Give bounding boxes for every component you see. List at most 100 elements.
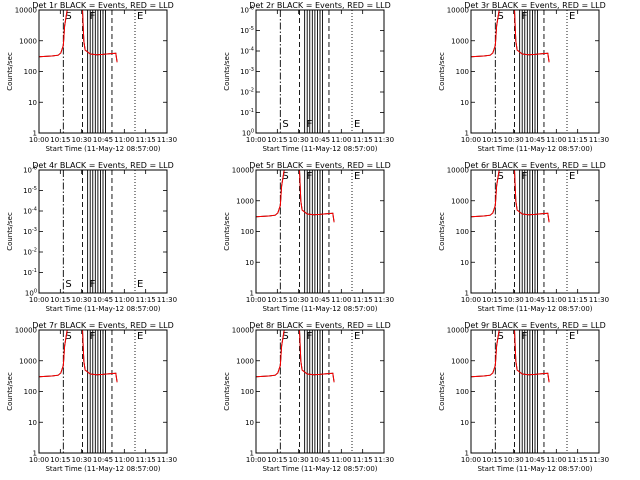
y-tick-label: 10-2 xyxy=(240,88,254,97)
series-lld xyxy=(39,330,118,383)
marker-label: S xyxy=(282,119,288,130)
x-tick-label: 10:45 xyxy=(525,456,545,464)
x-tick-label: 10:45 xyxy=(525,136,545,144)
panel-title: Det 7r BLACK = Events, RED = LLD xyxy=(32,321,174,330)
y-tick-label: 100 xyxy=(24,388,37,396)
marker-label: F xyxy=(307,119,313,130)
marker-label: E xyxy=(354,119,360,130)
x-tick-label: 10:30 xyxy=(72,136,92,144)
x-tick-label: 10:45 xyxy=(93,456,113,464)
x-tick-label: 11:15 xyxy=(353,296,373,304)
detector-panel: Det 4r BLACK = Events, RED = LLD S F E 10:00… xyxy=(6,161,177,313)
marker-label: F xyxy=(307,171,313,182)
detector-panel: Det 2r BLACK = Events, RED = LLD S F E 10:00… xyxy=(223,1,394,153)
y-tick-label: 1 xyxy=(33,130,37,138)
x-tick-label: 10:15 xyxy=(267,456,287,464)
y-tick-label: 10 xyxy=(245,259,254,267)
marker-label: F xyxy=(90,11,96,22)
marker-label: E xyxy=(137,279,143,290)
y-tick-label: 10-1 xyxy=(23,268,37,277)
y-tick-label: 10 xyxy=(460,259,469,267)
x-tick-label: 11:00 xyxy=(546,456,566,464)
y-axis-label: Counts/sec xyxy=(223,212,231,251)
x-tick-label: 10:00 xyxy=(461,296,481,304)
x-tick-label: 10:15 xyxy=(50,296,70,304)
x-tick-label: 10:15 xyxy=(267,136,287,144)
x-axis-label: Start Time (11-May-12 08:57:00) xyxy=(262,145,377,153)
y-tick-label: 1 xyxy=(250,450,254,458)
x-tick-label: 11:30 xyxy=(157,456,177,464)
y-tick-label: 10 xyxy=(460,419,469,427)
x-tick-label: 11:30 xyxy=(157,296,177,304)
y-axis-label: Counts/sec xyxy=(438,52,446,91)
x-tick-label: 10:15 xyxy=(50,456,70,464)
y-axis-label: Counts/sec xyxy=(6,52,14,91)
panel-title: Det 4r BLACK = Events, RED = LLD xyxy=(32,161,174,170)
x-tick-label: 10:00 xyxy=(29,296,49,304)
x-tick-label: 11:15 xyxy=(353,456,373,464)
x-tick-label: 11:15 xyxy=(136,456,156,464)
y-tick-label: 10-6 xyxy=(240,6,254,15)
x-axis-label: Start Time (11-May-12 08:57:00) xyxy=(45,305,160,313)
marker-label: E xyxy=(137,331,143,342)
x-tick-label: 10:30 xyxy=(72,456,92,464)
y-tick-label: 1 xyxy=(465,450,469,458)
marker-label: S xyxy=(497,171,503,182)
x-axis-label: Start Time (11-May-12 08:57:00) xyxy=(477,465,592,473)
y-axis-label: Counts/sec xyxy=(438,212,446,251)
x-tick-label: 10:45 xyxy=(310,456,330,464)
y-tick-label: 10-4 xyxy=(240,47,254,56)
x-tick-label: 10:45 xyxy=(310,296,330,304)
marker-label: F xyxy=(522,11,528,22)
marker-label: S xyxy=(497,331,503,342)
y-tick-label: 10 xyxy=(28,419,37,427)
marker-label: S xyxy=(65,331,71,342)
x-axis-label: Start Time (11-May-12 08:57:00) xyxy=(262,465,377,473)
x-tick-label: 10:15 xyxy=(50,136,70,144)
x-tick-label: 11:00 xyxy=(114,296,134,304)
y-tick-label: 100 xyxy=(456,68,469,76)
marker-label: E xyxy=(569,331,575,342)
x-tick-label: 10:00 xyxy=(246,296,266,304)
y-tick-label: 10000 xyxy=(15,7,37,15)
y-tick-label: 10-4 xyxy=(23,207,37,216)
y-tick-label: 10-5 xyxy=(240,26,254,35)
y-tick-label: 1 xyxy=(33,450,37,458)
x-tick-label: 10:00 xyxy=(246,456,266,464)
y-tick-label: 100 xyxy=(241,388,254,396)
y-tick-label: 10-3 xyxy=(240,67,254,76)
y-tick-label: 10-1 xyxy=(240,108,254,117)
marker-label: E xyxy=(569,171,575,182)
x-tick-label: 11:15 xyxy=(568,296,588,304)
x-tick-label: 11:00 xyxy=(331,136,351,144)
x-tick-label: 11:15 xyxy=(136,136,156,144)
x-tick-label: 10:15 xyxy=(267,296,287,304)
marker-label: S xyxy=(282,331,288,342)
x-tick-label: 10:30 xyxy=(504,456,524,464)
marker-label: F xyxy=(522,331,528,342)
x-tick-label: 11:30 xyxy=(589,296,609,304)
y-axis-label: Counts/sec xyxy=(223,52,231,91)
y-tick-label: 1000 xyxy=(451,197,469,205)
y-axis-label: Counts/sec xyxy=(6,372,14,411)
y-tick-label: 10-5 xyxy=(23,186,37,195)
panel-title: Det 5r BLACK = Events, RED = LLD xyxy=(249,161,391,170)
panel-title: Det 2r BLACK = Events, RED = LLD xyxy=(249,1,391,10)
marker-label: S xyxy=(282,171,288,182)
y-tick-label: 10000 xyxy=(232,327,254,335)
y-tick-label: 100 xyxy=(241,228,254,236)
x-axis-label: Start Time (11-May-12 08:57:00) xyxy=(477,145,592,153)
y-tick-label: 10 xyxy=(460,99,469,107)
x-tick-label: 11:00 xyxy=(331,296,351,304)
x-tick-label: 11:30 xyxy=(374,296,394,304)
y-tick-label: 1 xyxy=(250,290,254,298)
panel-title: Det 6r BLACK = Events, RED = LLD xyxy=(464,161,606,170)
y-tick-label: 1 xyxy=(465,130,469,138)
x-tick-label: 11:30 xyxy=(589,136,609,144)
panel-title: Det 1r BLACK = Events, RED = LLD xyxy=(32,1,174,10)
